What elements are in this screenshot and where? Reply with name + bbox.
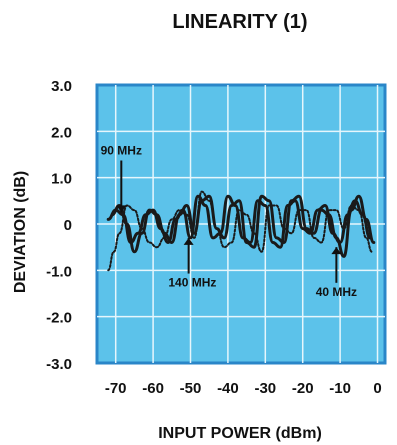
series-line-40-mhz xyxy=(110,194,376,258)
chart-title: LINEARITY (1) xyxy=(172,11,307,33)
y-tick-label: 0 xyxy=(64,217,72,234)
annotation-label-90-mhz: 90 MHz xyxy=(101,144,142,158)
annotation-arrowhead-140-mhz xyxy=(183,237,194,245)
series-group xyxy=(106,190,376,272)
y-tick-label: 2.0 xyxy=(51,124,72,141)
annotation-arrowhead-40-mhz xyxy=(331,247,342,255)
x-tick-label: -70 xyxy=(105,380,127,397)
annotation-arrowhead-90-mhz xyxy=(116,205,127,213)
x-tick-labels: -70 -60 -50 -40 -30 -20 -10 0 xyxy=(105,380,382,397)
x-tick-label: -60 xyxy=(142,380,164,397)
annotations: 90 MHz 140 MHz 40 MHz xyxy=(101,144,357,299)
y-tick-label: 1.0 xyxy=(51,171,72,188)
y-tick-label: 3.0 xyxy=(51,78,72,95)
annotation-label-140-mhz: 140 MHz xyxy=(168,276,216,290)
x-tick-label: -30 xyxy=(254,380,276,397)
y-tick-label: -1.0 xyxy=(46,263,72,280)
x-axis-label: INPUT POWER (dBm) xyxy=(158,425,322,442)
x-tick-label: -20 xyxy=(292,380,314,397)
y-tick-label: -2.0 xyxy=(46,310,72,327)
y-tick-label: -3.0 xyxy=(46,356,72,373)
x-tick-label: -10 xyxy=(329,380,351,397)
annotation-label-40-mhz: 40 MHz xyxy=(316,285,357,299)
y-axis-label: DEVIATION (dB) xyxy=(12,171,29,293)
grid xyxy=(97,85,385,363)
x-tick-label: -40 xyxy=(217,380,239,397)
x-tick-label: -50 xyxy=(180,380,202,397)
x-tick-label: 0 xyxy=(373,380,381,397)
y-tick-labels: 3.0 2.0 1.0 0 -1.0 -2.0 -3.0 xyxy=(46,78,72,373)
